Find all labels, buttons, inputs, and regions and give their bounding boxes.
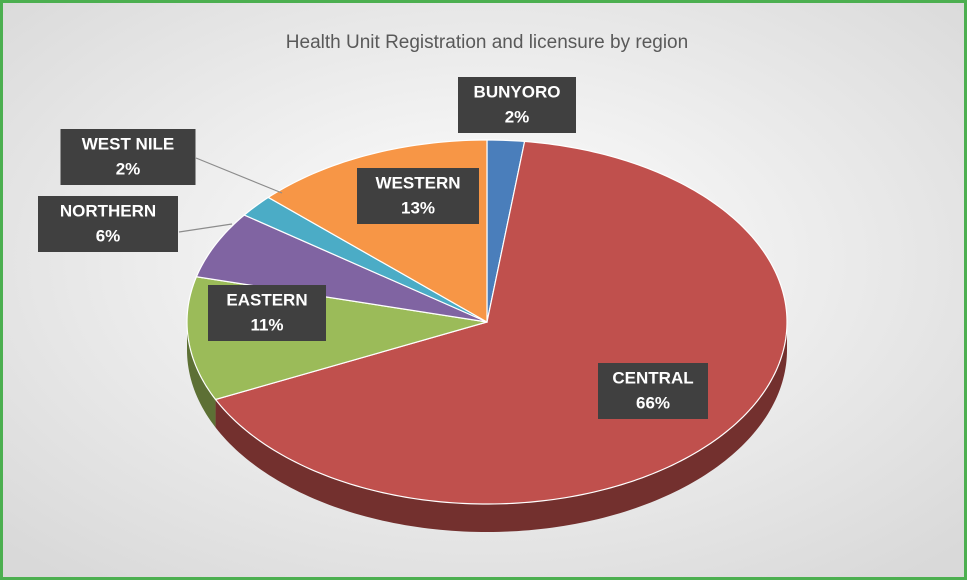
category-label: BUNYORO	[474, 82, 561, 101]
pie-slice	[195, 214, 488, 323]
value-label: 2%	[505, 107, 530, 126]
chart-title: Health Unit Registration and licensure b…	[286, 32, 688, 53]
pie-sides	[187, 322, 787, 532]
label-box	[598, 363, 708, 419]
value-label: 13%	[401, 198, 435, 217]
category-label: CENTRAL	[612, 368, 693, 387]
data-labels: BUNYORO 2% CENTRAL 66% EASTERN 11% NORTHERN 6% W…	[38, 77, 708, 419]
slice-side	[215, 322, 787, 532]
label-box	[458, 77, 576, 133]
label-box	[208, 285, 326, 341]
value-label: 6%	[96, 226, 121, 245]
category-label: WESTERN	[376, 173, 461, 192]
label-box	[60, 129, 196, 185]
value-label: 11%	[250, 315, 283, 334]
value-label: 2%	[116, 159, 141, 178]
leader-line	[195, 157, 283, 194]
category-label: WEST NILE	[82, 134, 175, 153]
value-label: 66%	[636, 393, 670, 412]
slice-side	[187, 322, 216, 428]
label-box	[38, 196, 178, 252]
category-label: NORTHERN	[60, 201, 156, 220]
category-label: EASTERN	[226, 290, 307, 309]
pie-slice	[243, 196, 488, 323]
label-box	[357, 168, 479, 224]
leader-line	[178, 223, 233, 233]
